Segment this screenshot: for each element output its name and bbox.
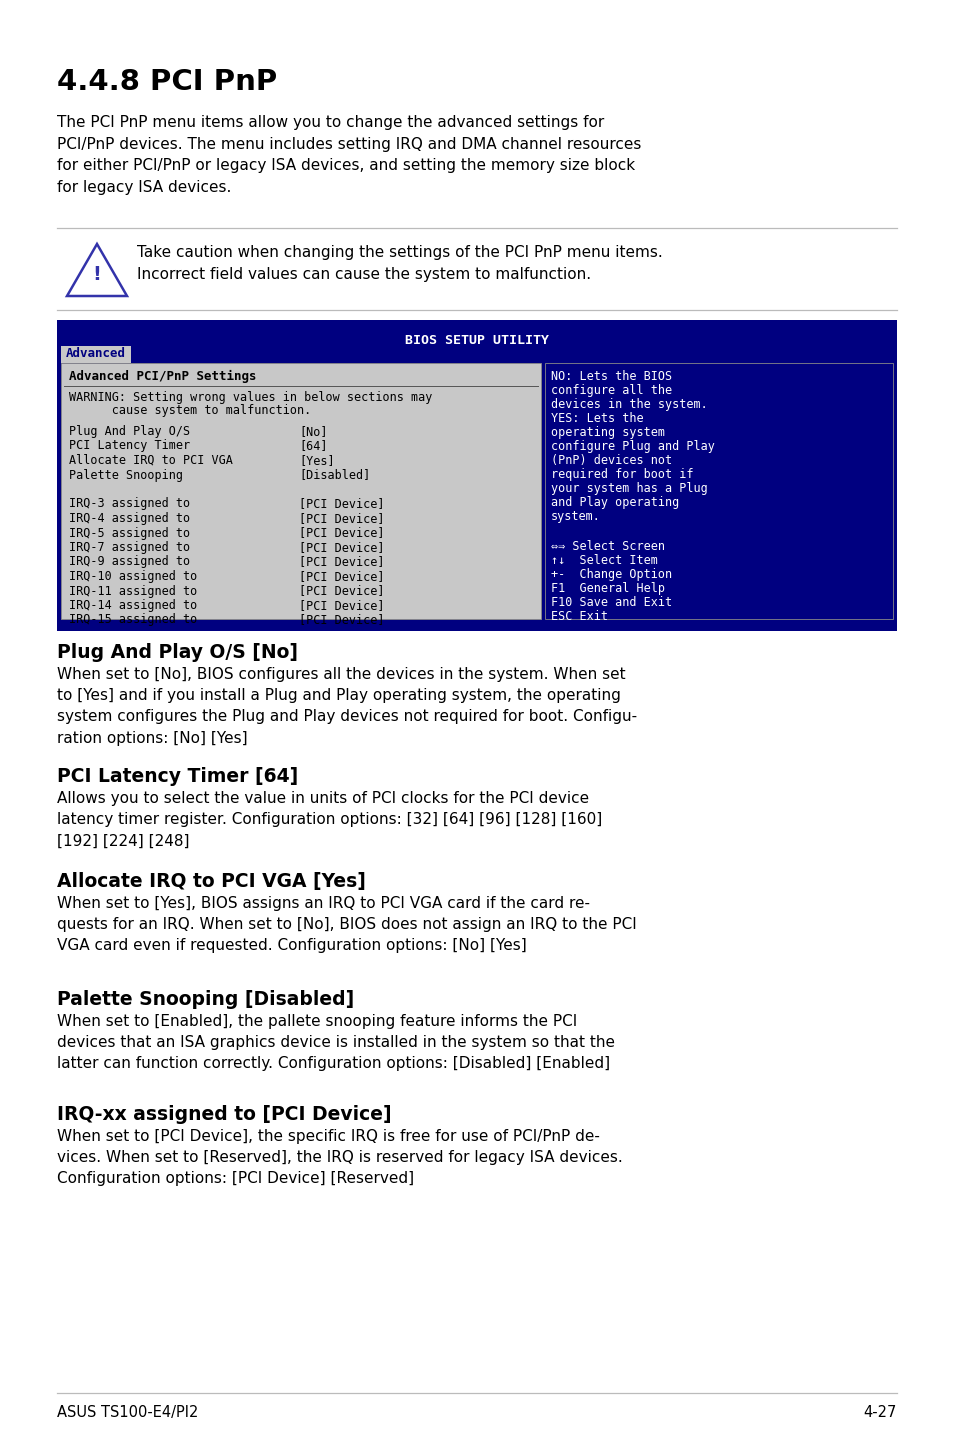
Text: [Disabled]: [Disabled] <box>298 469 370 482</box>
Text: operating system: operating system <box>551 426 664 439</box>
Text: and Play operating: and Play operating <box>551 496 679 509</box>
FancyBboxPatch shape <box>57 321 896 626</box>
FancyBboxPatch shape <box>61 347 131 362</box>
Text: IRQ-3 assigned to: IRQ-3 assigned to <box>69 498 190 510</box>
Text: [PCI Device]: [PCI Device] <box>298 614 384 627</box>
Text: Allows you to select the value in units of PCI clocks for the PCI device
latency: Allows you to select the value in units … <box>57 791 601 848</box>
Text: ESC Exit: ESC Exit <box>551 610 607 623</box>
Text: IRQ-7 assigned to: IRQ-7 assigned to <box>69 541 190 554</box>
Text: When set to [Enabled], the pallete snooping feature informs the PCI
devices that: When set to [Enabled], the pallete snoop… <box>57 1014 615 1071</box>
Text: IRQ-4 assigned to: IRQ-4 assigned to <box>69 512 190 525</box>
Text: NO: Lets the BIOS: NO: Lets the BIOS <box>551 370 672 383</box>
Text: [PCI Device]: [PCI Device] <box>298 541 384 554</box>
Text: [Yes]: [Yes] <box>298 454 335 467</box>
Text: WARNING: Setting wrong values in below sections may: WARNING: Setting wrong values in below s… <box>69 391 432 404</box>
Text: system.: system. <box>551 510 600 523</box>
Text: PCI Latency Timer: PCI Latency Timer <box>69 440 190 453</box>
Text: Palette Snooping: Palette Snooping <box>69 469 183 482</box>
Text: BIOS SETUP UTILITY: BIOS SETUP UTILITY <box>405 334 548 347</box>
Text: [PCI Device]: [PCI Device] <box>298 600 384 613</box>
Text: Plug And Play O/S: Plug And Play O/S <box>69 426 190 439</box>
Text: F10 Save and Exit: F10 Save and Exit <box>551 595 672 610</box>
Text: F1  General Help: F1 General Help <box>551 582 664 595</box>
Text: !: ! <box>92 266 101 285</box>
Text: [PCI Device]: [PCI Device] <box>298 584 384 598</box>
Text: ⇔⇒ Select Screen: ⇔⇒ Select Screen <box>551 541 664 554</box>
Text: IRQ-9 assigned to: IRQ-9 assigned to <box>69 555 190 568</box>
Text: IRQ-10 assigned to: IRQ-10 assigned to <box>69 569 197 582</box>
Text: [PCI Device]: [PCI Device] <box>298 555 384 568</box>
Text: 4-27: 4-27 <box>862 1405 896 1419</box>
Text: configure all the: configure all the <box>551 384 672 397</box>
Text: devices in the system.: devices in the system. <box>551 398 707 411</box>
Text: IRQ-14 assigned to: IRQ-14 assigned to <box>69 600 197 613</box>
Text: your system has a Plug: your system has a Plug <box>551 482 707 495</box>
Text: [No]: [No] <box>298 426 327 439</box>
Text: +-  Change Option: +- Change Option <box>551 568 672 581</box>
Text: [PCI Device]: [PCI Device] <box>298 512 384 525</box>
Text: 4.4.8 PCI PnP: 4.4.8 PCI PnP <box>57 68 277 96</box>
Text: [PCI Device]: [PCI Device] <box>298 498 384 510</box>
Text: PCI Latency Timer [64]: PCI Latency Timer [64] <box>57 766 298 787</box>
Text: IRQ-xx assigned to [PCI Device]: IRQ-xx assigned to [PCI Device] <box>57 1104 392 1125</box>
Text: Palette Snooping [Disabled]: Palette Snooping [Disabled] <box>57 989 354 1009</box>
Text: YES: Lets the: YES: Lets the <box>551 413 643 426</box>
Text: [64]: [64] <box>298 440 327 453</box>
Text: IRQ-15 assigned to: IRQ-15 assigned to <box>69 614 197 627</box>
FancyBboxPatch shape <box>57 626 896 631</box>
Text: Allocate IRQ to PCI VGA: Allocate IRQ to PCI VGA <box>69 454 233 467</box>
Text: The PCI PnP menu items allow you to change the advanced settings for
PCI/PnP dev: The PCI PnP menu items allow you to chan… <box>57 115 640 194</box>
FancyBboxPatch shape <box>61 362 540 618</box>
FancyBboxPatch shape <box>544 362 892 618</box>
Text: required for boot if: required for boot if <box>551 467 693 480</box>
Text: [PCI Device]: [PCI Device] <box>298 526 384 539</box>
Text: When set to [No], BIOS configures all the devices in the system. When set
to [Ye: When set to [No], BIOS configures all th… <box>57 667 637 746</box>
Text: ↑↓  Select Item: ↑↓ Select Item <box>551 554 658 567</box>
Text: When set to [Yes], BIOS assigns an IRQ to PCI VGA card if the card re-
quests fo: When set to [Yes], BIOS assigns an IRQ t… <box>57 896 636 953</box>
Text: Allocate IRQ to PCI VGA [Yes]: Allocate IRQ to PCI VGA [Yes] <box>57 871 366 892</box>
Text: (PnP) devices not: (PnP) devices not <box>551 454 672 467</box>
Text: IRQ-11 assigned to: IRQ-11 assigned to <box>69 584 197 598</box>
Text: [PCI Device]: [PCI Device] <box>298 569 384 582</box>
Text: When set to [PCI Device], the specific IRQ is free for use of PCI/PnP de-
vices.: When set to [PCI Device], the specific I… <box>57 1129 622 1186</box>
Text: ASUS TS100-E4/PI2: ASUS TS100-E4/PI2 <box>57 1405 198 1419</box>
Text: Advanced PCI/PnP Settings: Advanced PCI/PnP Settings <box>69 370 256 383</box>
Text: configure Plug and Play: configure Plug and Play <box>551 440 714 453</box>
Text: Plug And Play O/S [No]: Plug And Play O/S [No] <box>57 643 297 661</box>
Text: Take caution when changing the settings of the PCI PnP menu items.
Incorrect fie: Take caution when changing the settings … <box>137 244 662 282</box>
Text: cause system to malfunction.: cause system to malfunction. <box>69 404 311 417</box>
Text: Advanced: Advanced <box>66 347 126 360</box>
Text: IRQ-5 assigned to: IRQ-5 assigned to <box>69 526 190 539</box>
